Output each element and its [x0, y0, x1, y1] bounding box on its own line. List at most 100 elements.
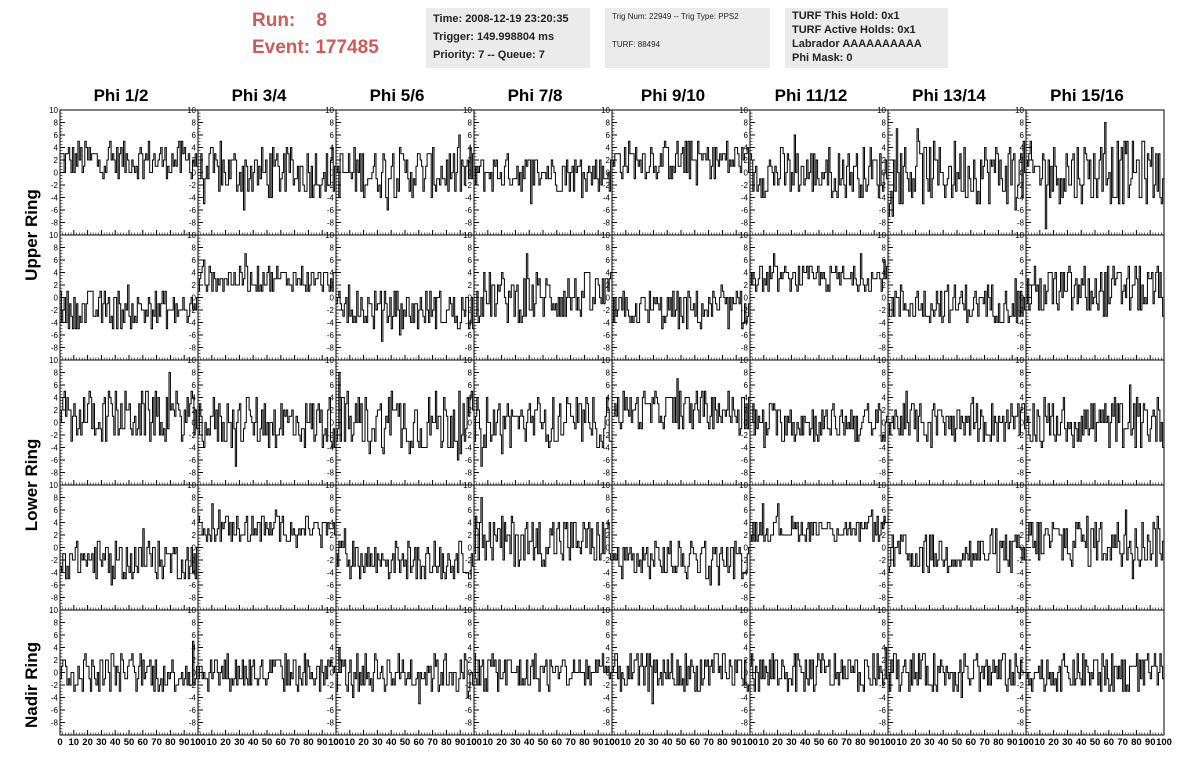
column-title-phi-13-14: Phi 13/14 — [912, 86, 986, 105]
y-tick-label: 6 — [330, 506, 335, 515]
y-tick-label: 2 — [1020, 156, 1025, 165]
y-tick-label: 10 — [325, 106, 334, 115]
column-title-phi-7-8: Phi 7/8 — [507, 86, 563, 105]
waveform-trace — [60, 140, 198, 180]
y-tick-label: -2 — [327, 681, 335, 690]
y-tick-label: 6 — [54, 381, 59, 390]
y-tick-label: 8 — [54, 619, 59, 628]
turf-this-hold-text: TURF This Hold: 0x1 — [792, 10, 900, 22]
y-tick-label: 6 — [882, 506, 887, 515]
y-tick-label: 2 — [54, 281, 59, 290]
y-tick-label: 4 — [468, 394, 473, 403]
y-tick-label: 0 — [192, 169, 197, 178]
y-tick-label: -2 — [327, 431, 335, 440]
y-tick-label: -2 — [189, 431, 197, 440]
y-tick-label: 2 — [192, 656, 197, 665]
y-tick-label: 0 — [882, 419, 887, 428]
y-tick-label: 6 — [54, 506, 59, 515]
y-tick-label: 4 — [330, 144, 335, 153]
waveform-trace — [888, 128, 1026, 217]
y-tick-label: 4 — [54, 644, 59, 653]
column-title-phi-3-4: Phi 3/4 — [231, 86, 287, 105]
y-tick-label: -2 — [1017, 556, 1025, 565]
y-tick-label: 4 — [330, 394, 335, 403]
y-tick-label: -2 — [741, 556, 749, 565]
x-tick-label: 50 — [400, 737, 411, 748]
y-tick-label: -4 — [327, 569, 335, 578]
waveform-trace — [336, 134, 474, 211]
y-tick-label: 0 — [54, 669, 59, 678]
y-tick-label: -8 — [603, 594, 611, 603]
x-tick-label: 40 — [110, 737, 121, 748]
y-tick-label: -4 — [327, 194, 335, 203]
y-tick-label: -2 — [603, 556, 611, 565]
y-tick-label: 10 — [49, 231, 58, 240]
x-tick-label: 30 — [234, 737, 245, 748]
y-tick-label: 8 — [468, 494, 473, 503]
y-tick-label: 8 — [192, 369, 197, 378]
y-tick-label: 10 — [187, 356, 196, 365]
y-tick-label: -4 — [465, 444, 473, 453]
x-tick-label: 100 — [328, 737, 344, 748]
y-tick-label: -8 — [603, 719, 611, 728]
x-tick-label: 80 — [855, 737, 866, 748]
y-tick-label: -6 — [465, 706, 473, 715]
y-tick-label: 10 — [877, 231, 886, 240]
y-tick-label: 4 — [468, 519, 473, 528]
y-tick-label: 8 — [1020, 244, 1025, 253]
y-tick-label: 0 — [54, 419, 59, 428]
y-tick-label: -4 — [189, 569, 197, 578]
y-tick-label: -2 — [879, 681, 887, 690]
y-tick-label: 4 — [882, 644, 887, 653]
y-tick-label: 6 — [54, 631, 59, 640]
y-tick-label: 6 — [468, 506, 473, 515]
y-tick-label: 8 — [744, 369, 749, 378]
panel-r2-c4: -8 -6 -4 -2 0 2 4 6 8 10 — [601, 356, 751, 486]
y-tick-label: -6 — [189, 206, 197, 215]
y-tick-label: 10 — [463, 231, 472, 240]
y-tick-label: 8 — [192, 244, 197, 253]
y-tick-label: 4 — [606, 269, 611, 278]
y-tick-label: 10 — [463, 106, 472, 115]
y-tick-label: -2 — [603, 431, 611, 440]
waveform-trace — [198, 397, 336, 467]
y-tick-label: 2 — [54, 406, 59, 415]
y-tick-label: 2 — [744, 656, 749, 665]
waveform-trace — [888, 528, 1026, 573]
y-tick-label: 8 — [882, 244, 887, 253]
y-tick-label: -4 — [51, 569, 59, 578]
y-tick-label: -2 — [51, 556, 59, 565]
trigger-text: Trigger: 149.998804 ms — [433, 31, 555, 43]
y-tick-label: 4 — [744, 644, 749, 653]
y-tick-label: -4 — [603, 194, 611, 203]
panel-r0-c2: -8 -6 -4 -2 0 2 4 6 8 10 — [325, 106, 475, 236]
y-tick-label: 2 — [1020, 531, 1025, 540]
y-tick-label: 8 — [744, 619, 749, 628]
y-tick-label: 8 — [192, 619, 197, 628]
y-tick-label: 6 — [468, 256, 473, 265]
y-tick-label: 6 — [468, 381, 473, 390]
trigger-info-box: Trig Num: 22949 -- Trig Type: PPS2 TURF:… — [605, 8, 770, 68]
x-tick-label: 80 — [165, 737, 176, 748]
y-tick-label: 6 — [330, 131, 335, 140]
x-tick-label: 70 — [565, 737, 576, 748]
y-tick-label: -8 — [51, 219, 59, 228]
y-tick-label: 6 — [744, 131, 749, 140]
y-tick-label: -8 — [1017, 469, 1025, 478]
y-tick-label: -2 — [51, 431, 59, 440]
x-tick-label: 20 — [220, 737, 231, 748]
y-tick-label: 0 — [1020, 294, 1025, 303]
y-tick-label: -2 — [741, 306, 749, 315]
y-tick-label: -6 — [1017, 581, 1025, 590]
y-tick-label: 6 — [192, 131, 197, 140]
x-tick-label: 20 — [772, 737, 783, 748]
y-tick-label: 10 — [739, 231, 748, 240]
y-tick-label: -2 — [327, 181, 335, 190]
y-tick-label: -4 — [465, 569, 473, 578]
y-tick-label: 2 — [744, 281, 749, 290]
y-tick-label: 4 — [1020, 519, 1025, 528]
y-tick-label: 6 — [606, 631, 611, 640]
y-tick-label: 4 — [192, 519, 197, 528]
y-tick-label: 10 — [877, 481, 886, 490]
